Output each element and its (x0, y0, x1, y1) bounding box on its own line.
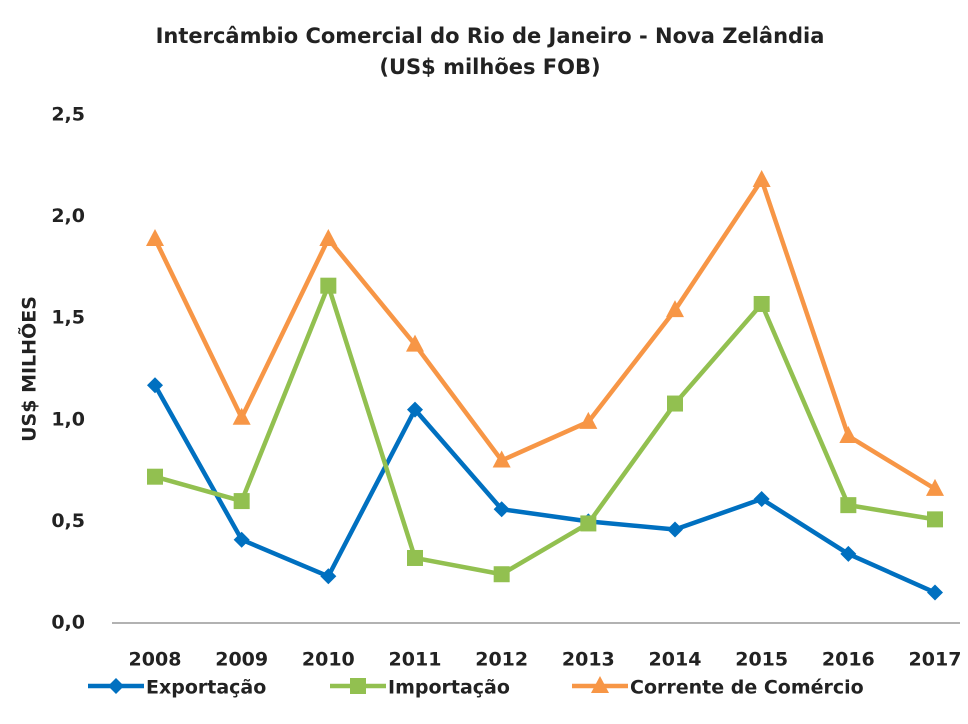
data-point (753, 491, 770, 508)
x-tick-label: 2017 (909, 649, 962, 671)
series-line (154, 283, 936, 577)
data-point (667, 521, 683, 538)
data-point (493, 566, 510, 583)
data-point (493, 501, 510, 518)
data-point (580, 515, 597, 532)
y-tick-label: 1,5 (51, 307, 85, 329)
data-point (926, 478, 944, 496)
data-point (840, 497, 857, 514)
y-tick-label: 0,5 (51, 510, 85, 532)
legend-label: Corrente de Comércio (630, 677, 864, 699)
chart-title: Intercâmbio Comercial do Rio de Janeiro … (156, 24, 825, 48)
x-tick-label: 2008 (129, 649, 182, 671)
data-point (407, 401, 423, 418)
y-axis-title: US$ MILHÕES (17, 296, 41, 442)
x-tick-label: 2015 (735, 649, 788, 671)
x-tick-label: 2012 (475, 649, 528, 671)
data-point (233, 493, 250, 510)
x-tick-label: 2010 (302, 649, 355, 671)
y-tick-label: 2,0 (51, 205, 85, 227)
y-tick-label: 0,0 (51, 612, 85, 634)
data-point (319, 228, 338, 246)
data-point (927, 584, 943, 601)
data-point (147, 377, 163, 394)
x-tick-label: 2014 (649, 649, 702, 671)
y-tick-label: 1,0 (51, 408, 85, 430)
legend-marker (108, 678, 124, 694)
data-point (839, 426, 858, 444)
data-point (667, 395, 683, 412)
data-point (147, 468, 163, 485)
chart-subtitle: (US$ milhões FOB) (379, 55, 600, 79)
x-tick-label: 2016 (822, 649, 875, 671)
y-tick-label: 2,5 (51, 104, 85, 126)
data-point (406, 334, 424, 352)
data-point (840, 545, 857, 562)
data-point (579, 411, 598, 429)
data-point (492, 450, 511, 468)
legend-label: Importação (388, 677, 510, 699)
legend-label: Exportação (146, 677, 266, 699)
data-point (146, 228, 164, 246)
data-point (927, 511, 943, 528)
data-point (752, 170, 771, 188)
x-tick-label: 2011 (389, 649, 442, 671)
data-point (233, 531, 250, 548)
legend-marker (350, 678, 366, 694)
series-line (153, 384, 936, 595)
data-point (320, 277, 337, 294)
data-point (320, 568, 337, 585)
data-point (232, 407, 251, 425)
data-point (407, 549, 423, 566)
x-tick-label: 2013 (562, 649, 615, 671)
series-line (152, 177, 937, 491)
x-tick-label: 2009 (215, 649, 268, 671)
legend-marker (591, 676, 609, 693)
data-point (666, 300, 684, 318)
data-point (753, 295, 770, 312)
